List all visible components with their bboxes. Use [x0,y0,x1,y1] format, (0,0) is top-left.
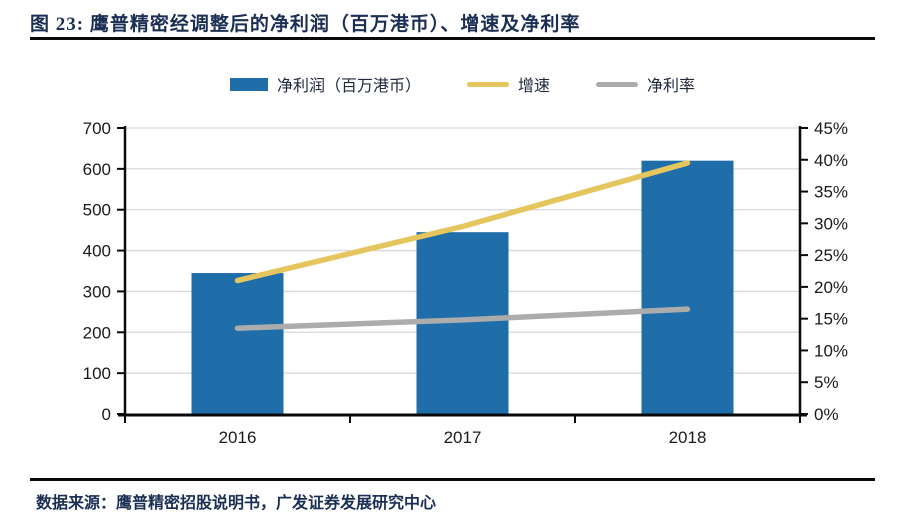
title-underline-rule [30,37,875,40]
source-divider-rule [30,478,875,481]
y-right-label-40: 40% [814,151,848,170]
data-source-text: 数据来源：鹰普精密招股说明书，广发证券发展研究中心 [36,495,437,512]
y-right-label-25: 25% [814,246,848,265]
y-left-label-400: 400 [83,242,111,261]
legend-label-net-profit: 净利润（百万港币） [276,78,421,95]
chart-title: 图 23: 鹰普精密经调整后的净利润（百万港币）、增速及净利率 [30,14,581,35]
growth-line [234,160,691,284]
y-right-label-0: 0% [814,405,839,424]
bar-2018 [641,160,734,414]
y-right-label-5: 5% [814,373,839,392]
x-label-2018: 2018 [669,428,707,447]
bar-2016 [191,273,284,414]
y-left-label-100: 100 [83,364,111,383]
net-profit-bar-swatch [229,77,268,91]
y-left-label-700: 700 [83,119,111,138]
legend-item-net-margin: 净利率 [596,72,695,96]
y-right-label-45: 45% [814,119,848,138]
y-right-label-30: 30% [814,214,848,233]
growth-line-swatch [466,81,509,87]
y-left-label-200: 200 [83,323,111,342]
y-right-label-35: 35% [814,183,848,202]
legend-label-net-margin: 净利率 [647,78,696,95]
y-right-label-10: 10% [814,341,848,360]
legend-item-net-profit: 净利润（百万港币） [229,72,421,96]
x-label-2017: 2017 [444,428,482,447]
x-label-2016: 2016 [219,428,257,447]
y-left-label-0: 0 [102,405,111,424]
legend-item-growth: 增速 [466,72,550,96]
net-margin-line [234,306,691,331]
chart-legend: 净利润（百万港币） 增速 净利率 [125,71,800,97]
y-right-label-20: 20% [814,278,848,297]
net-margin-line-swatch [596,81,638,87]
y-left-label-500: 500 [83,201,111,220]
y-left-label-600: 600 [83,160,111,179]
legend-label-growth: 增速 [517,78,550,95]
y-left-label-300: 300 [83,282,111,301]
y-right-label-15: 15% [814,310,848,329]
chart-canvas: 0 100 200 300 400 500 600 700 0% 5% 10% 15% 20% 25% 30… [83,119,848,447]
